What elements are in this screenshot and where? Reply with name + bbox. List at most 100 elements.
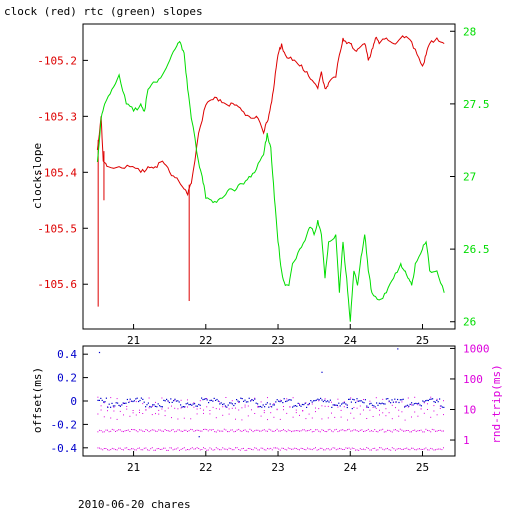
offset-point xyxy=(244,399,246,401)
rnd-trip-point xyxy=(428,430,430,432)
rnd-trip-point xyxy=(417,430,419,432)
rnd-trip-point xyxy=(207,449,209,451)
bottom-y-tick-label: 0 xyxy=(70,395,77,408)
rnd-trip-point xyxy=(283,447,284,449)
rnd-trip-point xyxy=(433,449,435,451)
rnd-trip-point xyxy=(407,430,409,431)
rnd-trip-point xyxy=(383,449,385,451)
offset-point xyxy=(126,398,128,401)
offset-point xyxy=(178,401,180,403)
offset-point xyxy=(131,400,133,402)
rnd-trip-point xyxy=(203,429,204,430)
rnd-trip-point xyxy=(243,429,244,431)
offset-point xyxy=(336,404,338,406)
offset-point xyxy=(132,400,134,403)
offset-point xyxy=(359,400,361,402)
rnd-trip-point xyxy=(433,405,435,407)
rnd-trip-point xyxy=(257,405,259,407)
offset-point xyxy=(441,406,443,408)
rnd-trip-point xyxy=(118,429,120,431)
rnd-trip-point xyxy=(371,449,372,451)
rnd-trip-point xyxy=(388,429,390,431)
offset-outlier xyxy=(321,371,323,373)
rnd-trip-point xyxy=(375,449,377,451)
offset-point xyxy=(98,399,100,401)
rnd-trip-point xyxy=(167,407,169,409)
bottom-y-tick-label: -0.2 xyxy=(51,418,78,431)
rnd-trip-point xyxy=(318,408,320,410)
rnd-trip-point xyxy=(227,431,228,433)
rnd-trip-point xyxy=(340,409,342,411)
rnd-trip-point xyxy=(369,430,371,432)
rnd-trip-point xyxy=(324,449,326,451)
rnd-trip-point xyxy=(262,429,264,431)
rnd-trip-point xyxy=(188,449,190,451)
rnd-trip-point xyxy=(332,431,334,433)
offset-point xyxy=(388,400,390,402)
offset-point xyxy=(299,404,301,406)
rnd-trip-point xyxy=(353,407,355,408)
rnd-trip-point xyxy=(439,408,441,409)
rnd-trip-point xyxy=(191,447,193,449)
rnd-trip-point xyxy=(299,430,300,432)
rnd-trip-point xyxy=(222,430,224,432)
rnd-trip-point xyxy=(372,430,374,432)
rnd-trip-point xyxy=(182,448,184,450)
rnd-trip-point xyxy=(331,448,332,450)
rnd-trip-point xyxy=(347,429,348,431)
rnd-trip-point xyxy=(155,413,156,415)
offset-point xyxy=(115,402,117,404)
rnd-trip-point xyxy=(399,428,401,430)
rnd-trip-point xyxy=(259,430,260,432)
rnd-trip-point xyxy=(311,431,313,433)
rnd-trip-point xyxy=(140,449,142,451)
rnd-trip-point xyxy=(414,429,416,431)
rnd-trip-point xyxy=(228,408,230,410)
rnd-trip-point xyxy=(427,429,428,431)
offset-point xyxy=(201,397,203,399)
rnd-trip-point xyxy=(118,447,120,449)
rnd-trip-point xyxy=(305,418,307,420)
rnd-trip-point xyxy=(108,449,110,451)
rnd-trip-point xyxy=(308,448,310,450)
offset-point xyxy=(219,403,221,405)
offset-point xyxy=(293,405,295,407)
offset-point xyxy=(226,406,228,408)
rnd-trip-point xyxy=(225,406,227,408)
rnd-trip-point xyxy=(167,449,169,451)
offset-point xyxy=(140,397,142,399)
offset-point xyxy=(124,402,126,404)
offset-point xyxy=(105,397,107,399)
rnd-trip-point xyxy=(222,414,224,416)
rnd-trip-point xyxy=(404,430,406,432)
rnd-trip-point xyxy=(286,412,288,414)
offset-point xyxy=(133,400,135,402)
rnd-trip-point xyxy=(107,410,108,412)
rnd-trip-point xyxy=(187,449,188,450)
rnd-trip-point xyxy=(185,429,187,431)
rnd-trip-point xyxy=(308,413,310,415)
rnd-trip-point xyxy=(374,447,376,449)
rnd-trip-point xyxy=(327,448,329,450)
offset-point xyxy=(224,405,226,407)
offset-point xyxy=(341,403,343,405)
rnd-trip-point xyxy=(260,401,262,403)
offset-point xyxy=(153,404,155,406)
rnd-trip-point xyxy=(107,449,108,451)
rnd-trip-point xyxy=(334,429,336,431)
rnd-trip-point xyxy=(319,431,321,433)
rnd-trip-point xyxy=(310,448,312,450)
offset-point xyxy=(376,402,378,404)
rnd-trip-point xyxy=(382,412,384,414)
bottom-y2-axis-label: rnd-trip(ms) xyxy=(490,364,503,443)
top-y2-tick-label: 28 xyxy=(463,25,476,38)
rnd-trip-point xyxy=(436,448,438,450)
offset-point xyxy=(315,399,317,401)
rnd-trip-point xyxy=(347,419,348,421)
rnd-trip-point xyxy=(113,429,115,431)
offset-point xyxy=(321,399,323,401)
rnd-trip-point xyxy=(367,428,369,430)
offset-point xyxy=(273,404,275,406)
offset-point xyxy=(310,400,312,402)
bottom-x-tick-label: 23 xyxy=(271,461,284,474)
